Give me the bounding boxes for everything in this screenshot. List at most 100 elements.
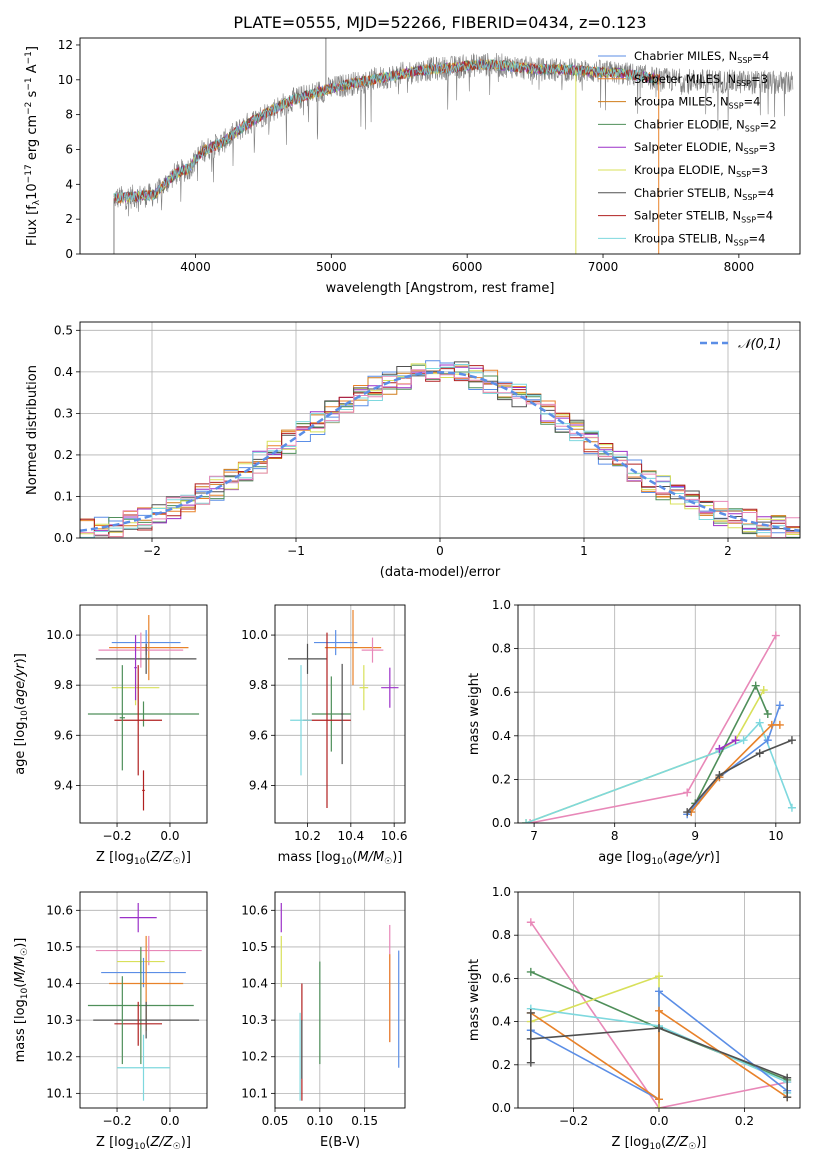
x-axis-label: Z [log10(Z/Z☉)] <box>96 850 191 867</box>
y-tick-label: 0.4 <box>492 729 511 743</box>
weight-marker <box>655 972 663 981</box>
errorbar-point <box>117 1034 170 1101</box>
panel-age_vs_Z: −0.2 0.0 9.4 9.6 9.8 10.0 Z [log10(Z/Z☉)] age [… <box>13 604 208 867</box>
legend-entry: Chabrier MILES, NSSP=4 <box>598 49 769 65</box>
weight-marker <box>755 718 764 727</box>
y-tick-label: 10.3 <box>46 1013 73 1027</box>
errorbar-point <box>361 637 384 663</box>
weight-marker <box>522 819 531 823</box>
legend-label: Salpeter STELIB, NSSP=4 <box>634 209 773 225</box>
spectrum-model-line <box>113 58 661 204</box>
errorbar-point <box>109 615 189 681</box>
x-axis-label: wavelength [Angstrom, rest frame] <box>326 281 555 296</box>
weight-marker <box>787 803 796 812</box>
axes-frame <box>79 604 208 824</box>
y-tick-label: 10.4 <box>241 977 268 991</box>
weight-marker <box>763 710 772 718</box>
legend-label: Salpeter ELODIE, NSSP=3 <box>634 140 776 156</box>
y-tick-label: 10.0 <box>46 628 73 642</box>
errorbar-point <box>288 643 327 674</box>
y-tick-label: 0.6 <box>492 971 511 985</box>
weight-line <box>686 705 781 815</box>
axes-frame <box>274 604 406 824</box>
errorbar-point <box>101 957 186 988</box>
y-axis-label: Normed distribution <box>25 365 40 495</box>
legend-label: Salpeter MILES, NSSP=3 <box>634 72 768 88</box>
panel-age_vs_mass: 10.2 10.4 10.6 9.4 9.6 9.8 10.0 mass [log10(M/M… <box>241 604 408 867</box>
x-tick-label: −1 <box>287 544 305 558</box>
weight-marker <box>683 788 692 797</box>
legend-entry: Kroupa ELODIE, NSSP=3 <box>598 163 768 179</box>
x-tick-label: 5000 <box>316 260 347 274</box>
axes-frame <box>79 321 801 539</box>
legend-entry: Chabrier STELIB, NSSP=4 <box>598 186 774 202</box>
y-tick-label: 6 <box>65 142 73 156</box>
x-tick-label: 6000 <box>452 260 483 274</box>
errorbar-point <box>341 663 344 765</box>
legend-entry: Chabrier ELODIE, NSSP=2 <box>598 117 777 133</box>
x-tick-label: 0.10 <box>306 1114 333 1128</box>
x-axis-label: mass [log10(M/M☉)] <box>278 850 403 867</box>
plot-area-age_vs_Z <box>87 615 200 811</box>
plot-area-weight_vs_Z <box>526 918 792 1108</box>
weight-marker <box>526 967 535 976</box>
y-tick-label: 0.0 <box>492 816 511 830</box>
errorbar-point <box>87 946 194 1065</box>
y-axis-label: Flux [fλ10−17 erg cm−2 s−1 A−1] <box>24 46 42 246</box>
x-axis-label: age [log10(age/yr)] <box>598 850 720 867</box>
x-tick-label: 8 <box>611 829 619 843</box>
weight-marker <box>526 819 535 823</box>
errorbar-point <box>93 1001 200 1039</box>
y-tick-label: 9.6 <box>249 728 268 742</box>
errorbar-point <box>119 902 157 933</box>
weight-series <box>526 631 780 823</box>
legend-label: Chabrier ELODIE, NSSP=2 <box>634 117 777 133</box>
weight-line <box>530 1027 788 1098</box>
legend-label: Chabrier STELIB, NSSP=4 <box>634 186 774 202</box>
weight-line <box>525 689 765 823</box>
errorbar-point <box>324 610 382 686</box>
x-axis-label: (data-model)/error <box>380 565 501 580</box>
histogram-step <box>80 369 800 538</box>
x-tick-label: 0.0 <box>160 1114 179 1128</box>
weight-marker <box>731 736 740 745</box>
axes-frame <box>517 891 801 1109</box>
y-tick-label: 0.0 <box>492 1101 511 1115</box>
weight-line <box>530 921 788 1108</box>
errorbar-point <box>95 935 202 966</box>
y-tick-label: 8 <box>65 108 73 122</box>
weight-marker <box>655 1006 663 1015</box>
x-tick-label: 0.15 <box>351 1114 378 1128</box>
y-tick-label: 9.6 <box>54 728 73 742</box>
panel-mass_vs_ebv: 0.05 0.10 0.15 10.1 10.2 10.3 10.4 10.5 10.6 E(B-… <box>241 891 406 1150</box>
y-tick-label: 0 <box>65 247 73 261</box>
y-tick-label: 10 <box>58 73 73 87</box>
weight-marker <box>767 720 776 729</box>
errorbar-point <box>121 976 124 1065</box>
y-tick-label: 10.2 <box>241 1050 268 1064</box>
y-tick-label: 1.0 <box>492 885 511 899</box>
weight-marker <box>783 1073 792 1082</box>
x-tick-label: 2 <box>724 544 732 558</box>
x-tick-label: 0.0 <box>649 1114 668 1128</box>
errorbar-point <box>381 667 399 708</box>
y-tick-label: 10.6 <box>46 903 73 917</box>
weight-series <box>715 736 740 753</box>
y-tick-label: 0.1 <box>54 489 73 503</box>
weight-marker <box>526 1058 535 1067</box>
gaussian-curve <box>80 371 800 532</box>
weight-marker <box>755 749 764 758</box>
weight-marker <box>783 1093 792 1102</box>
legend-label: Kroupa STELIB, NSSP=4 <box>634 231 765 247</box>
panel-weight_vs_age: 7 8 9 10 0.0 0.2 0.4 0.6 0.8 1.0 age [log10(age/yr… <box>467 598 801 867</box>
weight-marker <box>771 631 780 640</box>
weight-line <box>690 724 780 813</box>
weight-line <box>719 739 736 750</box>
y-tick-label: 0.5 <box>54 323 73 337</box>
plot-area-spectrum <box>113 38 794 254</box>
x-tick-label: 10 <box>768 829 783 843</box>
panel-mass_vs_Z: −0.2 0.0 10.1 10.2 10.3 10.4 10.5 10.6 Z [log10(… <box>13 891 208 1152</box>
x-axis-label: E(B-V) <box>320 1135 360 1150</box>
weight-marker <box>655 1095 663 1104</box>
